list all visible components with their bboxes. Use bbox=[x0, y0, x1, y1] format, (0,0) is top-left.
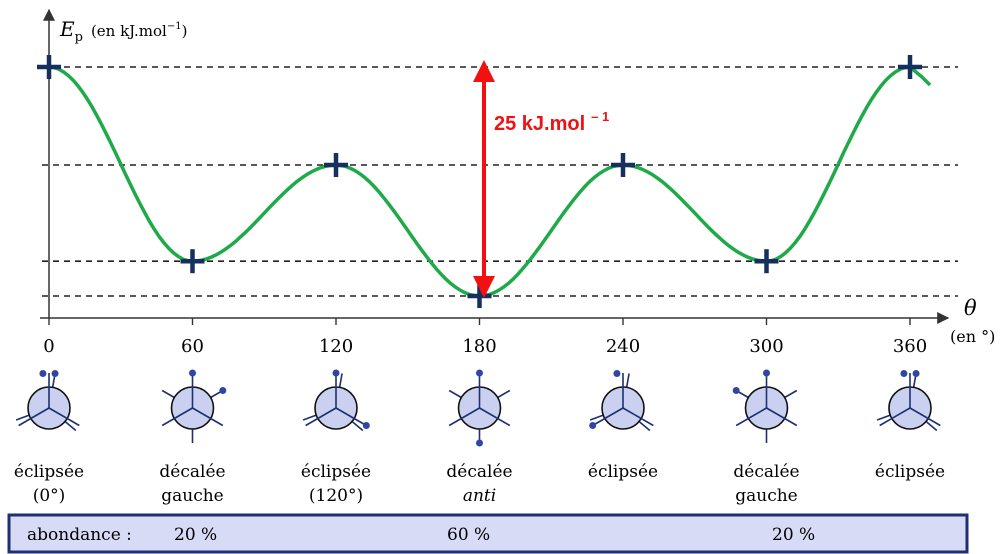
methyl-group bbox=[476, 439, 483, 447]
newman-projections bbox=[15, 369, 941, 447]
conformation-detail: (120°) bbox=[309, 486, 363, 506]
back-bond bbox=[784, 389, 798, 399]
methyl-group bbox=[912, 370, 920, 378]
newman-projection bbox=[876, 370, 941, 432]
extremum-markers bbox=[37, 55, 922, 308]
conformation-name: éclipsée bbox=[588, 462, 658, 482]
back-bond bbox=[625, 373, 630, 388]
front-bond bbox=[161, 407, 193, 427]
methyl-group bbox=[189, 369, 196, 377]
conformation-detail: gauche bbox=[161, 486, 224, 506]
newman-projection bbox=[302, 369, 370, 432]
front-bond bbox=[18, 407, 50, 427]
axes bbox=[40, 8, 950, 324]
x-tick-label: 0 bbox=[43, 336, 54, 357]
back-bond bbox=[338, 373, 343, 388]
front-bond bbox=[735, 407, 767, 427]
arrow-label: 25 kJ.mol – 1 bbox=[494, 109, 609, 135]
back-bond bbox=[351, 420, 364, 432]
arrow-head-up bbox=[473, 60, 495, 82]
extremum-marker bbox=[611, 153, 635, 178]
back-bond bbox=[638, 420, 651, 432]
back-bond bbox=[589, 414, 604, 421]
methyl-group bbox=[732, 387, 740, 394]
abundance-gauche-2: 20 % bbox=[772, 525, 815, 545]
methyl-group bbox=[51, 370, 59, 378]
conformation-detail: gauche bbox=[735, 486, 798, 506]
abundance-bar: abondance : 20 % 60 % 20 % bbox=[7, 513, 969, 554]
newman-projection bbox=[732, 369, 798, 443]
front-bond bbox=[479, 407, 511, 427]
methyl-group bbox=[219, 387, 227, 394]
energy-difference-arrow bbox=[473, 60, 495, 298]
front-bond bbox=[879, 407, 911, 427]
newman-projection bbox=[15, 370, 80, 432]
front-bond bbox=[305, 407, 337, 427]
extremum-marker bbox=[898, 55, 922, 79]
newman-projection bbox=[448, 369, 511, 447]
back-bond bbox=[448, 389, 462, 399]
front-bond bbox=[448, 407, 480, 427]
abundance-box bbox=[7, 513, 969, 554]
methyl-group bbox=[332, 369, 340, 377]
x-axis-unit: (en °) bbox=[950, 327, 995, 346]
abundance-gauche-1: 20 % bbox=[174, 525, 217, 545]
back-bond bbox=[302, 414, 317, 421]
x-tick-label: 360 bbox=[893, 336, 927, 357]
front-bond bbox=[335, 407, 367, 427]
conformation-name: décalée bbox=[733, 462, 799, 482]
conformation-detail: anti bbox=[463, 486, 496, 506]
methyl-group bbox=[613, 370, 621, 378]
front-bond bbox=[909, 407, 941, 427]
energy-levels bbox=[42, 66, 958, 297]
abundance-label: abondance : bbox=[27, 525, 132, 545]
newman-projection bbox=[161, 369, 227, 443]
back-bond bbox=[161, 389, 175, 399]
x-axis-ticks: 0 60 120 180 240 300 360 bbox=[43, 318, 927, 357]
y-axis-label: Ep (en kJ.mol−1) bbox=[59, 17, 187, 45]
x-tick-label: 60 bbox=[181, 336, 204, 357]
extremum-marker bbox=[180, 249, 205, 274]
methyl-group bbox=[763, 369, 770, 377]
x-tick-label: 300 bbox=[749, 336, 783, 357]
back-bond bbox=[876, 414, 891, 421]
front-bond bbox=[766, 407, 798, 427]
extremum-marker bbox=[324, 153, 348, 178]
arrow-head-down bbox=[473, 276, 495, 298]
front-bond bbox=[192, 407, 224, 427]
front-bond bbox=[592, 407, 624, 427]
front-bond bbox=[48, 407, 80, 427]
back-bond bbox=[15, 414, 30, 421]
conformation-name: éclipsée bbox=[14, 462, 84, 482]
x-tick-label: 240 bbox=[606, 336, 640, 357]
back-bond bbox=[925, 420, 938, 432]
conformation-labels: éclipsée (0°) décalée gauche éclipsée (120°) d… bbox=[14, 462, 945, 506]
x-tick-label: 180 bbox=[462, 336, 496, 357]
newman-projection bbox=[589, 370, 654, 432]
conformation-name: éclipsée bbox=[875, 462, 945, 482]
x-axis-symbol: θ bbox=[964, 296, 977, 320]
methyl-group bbox=[589, 422, 597, 429]
extremum-marker bbox=[37, 55, 61, 79]
methyl-group bbox=[900, 370, 908, 378]
back-bond bbox=[497, 389, 511, 399]
conformation-name: décalée bbox=[159, 462, 225, 482]
front-bond bbox=[622, 407, 654, 427]
conformation-name: décalée bbox=[446, 462, 512, 482]
conformation-detail: (0°) bbox=[33, 486, 66, 506]
x-tick-label: 120 bbox=[319, 336, 353, 357]
back-bond bbox=[64, 420, 77, 432]
methyl-group bbox=[362, 422, 370, 429]
extremum-marker bbox=[754, 249, 779, 274]
methyl-group bbox=[39, 370, 47, 378]
abundance-anti: 60 % bbox=[447, 525, 490, 545]
methyl-group bbox=[476, 369, 483, 377]
conformation-name: éclipsée bbox=[301, 462, 371, 482]
